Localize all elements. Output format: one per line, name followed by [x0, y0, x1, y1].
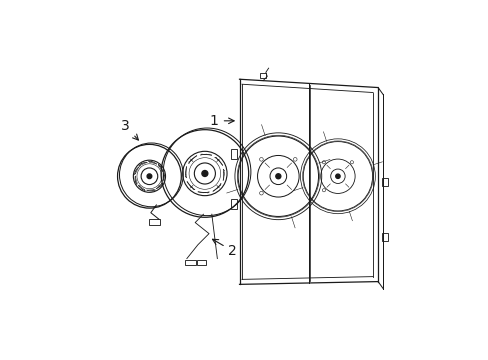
Circle shape — [147, 174, 151, 179]
Bar — [230, 199, 236, 209]
Text: 2: 2 — [212, 239, 237, 258]
Circle shape — [202, 171, 207, 176]
Bar — [381, 233, 387, 241]
Circle shape — [335, 174, 339, 179]
Text: 1: 1 — [209, 114, 234, 128]
Bar — [230, 149, 236, 159]
Text: 3: 3 — [121, 120, 138, 140]
Bar — [381, 178, 387, 186]
Bar — [259, 73, 265, 78]
Circle shape — [275, 174, 280, 179]
